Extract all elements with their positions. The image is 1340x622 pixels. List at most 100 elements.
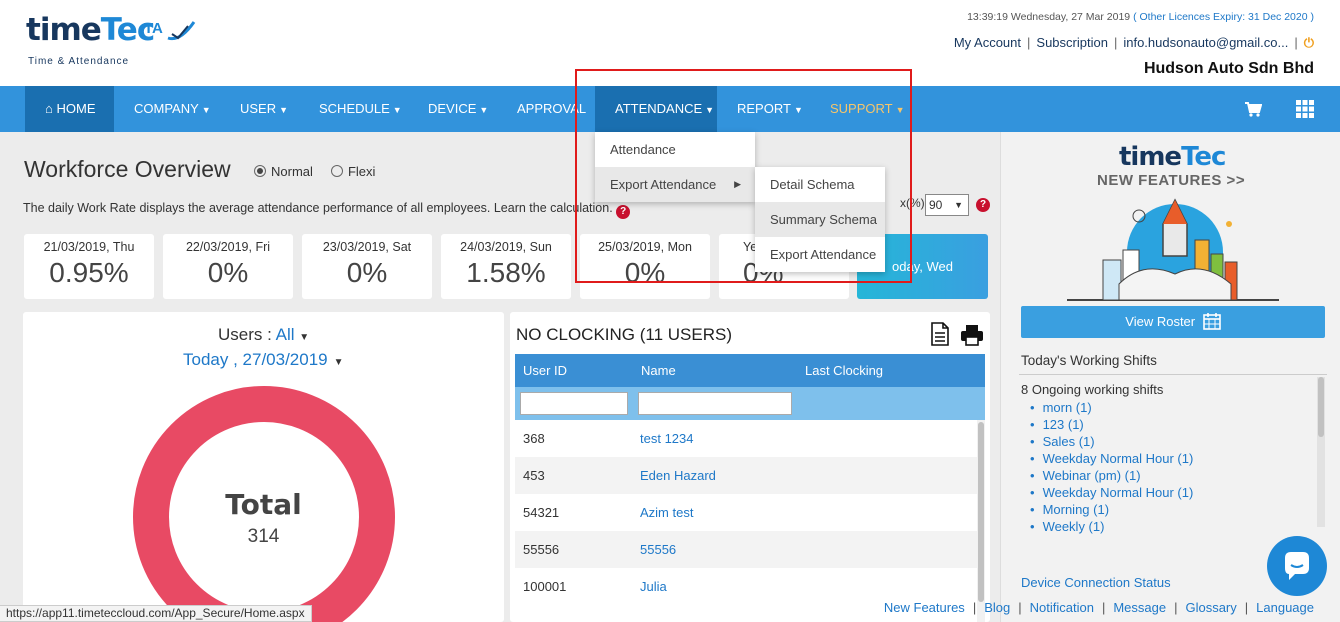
cell-user-id: 368	[523, 431, 545, 446]
footer-link-new-features[interactable]: New Features	[883, 600, 965, 615]
day-value: 0%	[346, 257, 388, 288]
nav-home[interactable]: ⌂ HOME	[25, 86, 114, 132]
print-icon[interactable]	[960, 324, 984, 346]
email-link[interactable]: info.hudsonauto@gmail.co...	[1123, 35, 1289, 50]
table-row[interactable]: 368 test 1234	[515, 420, 977, 457]
footer-link-notification[interactable]: Notification	[1029, 600, 1094, 615]
cart-icon[interactable]	[1244, 101, 1262, 117]
table-header: User ID Name Last Clocking	[515, 354, 985, 387]
document-icon[interactable]	[930, 322, 950, 346]
submenu-label: Summary Schema	[770, 212, 877, 227]
radio-flexi[interactable]	[330, 165, 343, 177]
table-row[interactable]: 55556 55556	[515, 531, 977, 568]
shifts-scrollbar[interactable]	[1317, 377, 1325, 527]
shifts-summary: 8 Ongoing working shifts	[1021, 382, 1164, 397]
rate-help-icon[interactable]: ?	[976, 198, 990, 212]
cell-user-id: 453	[523, 468, 545, 483]
help-icon[interactable]: ?	[616, 205, 631, 219]
header-user-id[interactable]: User ID	[523, 363, 568, 378]
shift-item[interactable]: Weekday Normal Hour (1)	[1030, 450, 1194, 467]
cell-name-link[interactable]: Azim test	[640, 505, 694, 520]
filter-user-id-input[interactable]	[520, 392, 628, 415]
day-card[interactable]: 24/03/2019, Sun 1.58%	[441, 234, 571, 299]
nav-company-label: COMPANY	[134, 101, 199, 116]
account-links: My Account | Subscription | info.hudsonauto@…	[953, 35, 1314, 50]
company-name: Hudson Auto Sdn Bhd	[1143, 60, 1314, 77]
cell-name-link[interactable]: Eden Hazard	[640, 468, 716, 483]
caret-down-icon: ▼	[954, 200, 963, 210]
caret-right-icon: ▶	[734, 179, 741, 189]
footer-link-blog[interactable]: Blog	[984, 600, 1011, 615]
shift-item[interactable]: Sales (1)	[1030, 433, 1193, 450]
shift-item[interactable]: 123 (1)	[1030, 416, 1193, 433]
users-filter[interactable]: Users : All ▼	[218, 325, 310, 344]
power-icon[interactable]: ⏻	[1303, 35, 1314, 50]
nav-approval[interactable]: APPROVAL	[497, 86, 606, 132]
home-icon: ⌂	[45, 101, 53, 116]
nav-user[interactable]: USER ▼	[220, 86, 308, 132]
rate-value: 90	[929, 198, 943, 212]
view-roster-button[interactable]: View Roster	[1021, 306, 1325, 338]
subscription-link[interactable]: Subscription	[1036, 35, 1108, 50]
shift-item[interactable]: Morning (1)	[1030, 501, 1193, 518]
shift-item[interactable]: morn (1)	[1030, 399, 1193, 416]
highlight-box	[575, 69, 912, 283]
shifts-list: morn (1) 123 (1) Sales (1) Weekday Norma…	[1030, 399, 1194, 535]
header-last-clocking[interactable]: Last Clocking	[805, 363, 884, 378]
nav-home-label: HOME	[56, 101, 96, 116]
nav-schedule-label: SCHEDULE	[319, 101, 390, 116]
day-card[interactable]: 21/03/2019, Thu 0.95%	[24, 234, 154, 299]
nav-device[interactable]: DEVICE ▼	[408, 86, 508, 132]
radio-flexi-label: Flexi	[347, 164, 376, 179]
cell-name-link[interactable]: 55556	[640, 542, 677, 557]
submenu-detail-schema[interactable]: Detail Schema	[755, 167, 885, 202]
shift-item[interactable]: Weekday Normal Hour (1)	[1030, 484, 1194, 501]
day-card[interactable]: 23/03/2019, Sat 0%	[302, 234, 432, 299]
nav-approval-label: APPROVAL	[517, 101, 587, 116]
filter-name-input[interactable]	[638, 392, 792, 415]
grid-icon[interactable]	[1296, 100, 1314, 118]
mode-radio-group: Normal Flexi	[254, 164, 375, 179]
shift-item[interactable]: Weekly (1)	[1030, 518, 1193, 535]
footer-link-language[interactable]: Language	[1256, 600, 1314, 615]
table-row[interactable]: 453 Eden Hazard	[515, 457, 977, 494]
day-date: 23/03/2019, Sat	[322, 240, 412, 254]
rate-select[interactable]: 90 ▼	[925, 194, 969, 216]
table-row[interactable]: 54321 Azim test	[515, 494, 977, 531]
submenu-label: Export Attendance	[770, 247, 877, 262]
my-account-link[interactable]: My Account	[953, 35, 1022, 50]
caret-down-icon: ▼	[705, 105, 715, 115]
header-name[interactable]: Name	[641, 363, 676, 378]
nav-support[interactable]: SUPPORT ▼	[810, 86, 925, 132]
nav-schedule[interactable]: SCHEDULE ▼	[299, 86, 422, 132]
timetec-logo[interactable]: timeTec TA Time & Attendance	[26, 12, 196, 67]
new-features-link[interactable]: NEW FEATURES >>	[1097, 172, 1246, 189]
nav-attendance[interactable]: ATTENDANCE ▼	[595, 86, 717, 132]
day-date: 22/03/2019, Fri	[185, 240, 271, 254]
date-filter[interactable]: Today , 27/03/2019 ▼	[183, 350, 344, 370]
day-value: 1.58%	[466, 257, 546, 288]
chat-button[interactable]	[1267, 536, 1327, 596]
radio-normal[interactable]	[254, 165, 266, 177]
cell-name-link[interactable]: Julia	[640, 579, 667, 594]
footer-link-message[interactable]: Message	[1113, 600, 1167, 615]
caret-down-icon: ▼	[201, 105, 211, 115]
submenu-export-attendance[interactable]: Export Attendance	[755, 237, 885, 272]
footer-link-glossary[interactable]: Glossary	[1185, 600, 1237, 615]
nav-company[interactable]: COMPANY ▼	[114, 86, 231, 132]
export-submenu: Detail Schema Summary Schema Export Atte…	[755, 167, 885, 272]
menu-item-attendance[interactable]: Attendance	[595, 132, 755, 167]
cell-user-id: 55556	[523, 542, 560, 557]
day-card[interactable]: 22/03/2019, Fri 0%	[163, 234, 293, 299]
shifts-title: Today's Working Shifts	[1021, 353, 1157, 368]
caret-down-icon: ▼	[279, 105, 289, 115]
current-datetime: 13:39:19 Wednesday, 27 Mar 2019	[967, 11, 1131, 23]
table-row[interactable]: 100001 Julia	[515, 568, 977, 605]
cell-name-link[interactable]: test 1234	[640, 431, 694, 446]
nav-report[interactable]: REPORT ▼	[717, 86, 823, 132]
table-scrollbar-thumb[interactable]	[978, 422, 984, 602]
menu-item-export-attendance[interactable]: Export Attendance ▶	[595, 167, 755, 202]
device-status-link[interactable]: Device Connection Status	[1021, 575, 1171, 590]
submenu-summary-schema[interactable]: Summary Schema	[755, 202, 885, 237]
shift-item[interactable]: Webinar (pm) (1)	[1030, 467, 1193, 484]
